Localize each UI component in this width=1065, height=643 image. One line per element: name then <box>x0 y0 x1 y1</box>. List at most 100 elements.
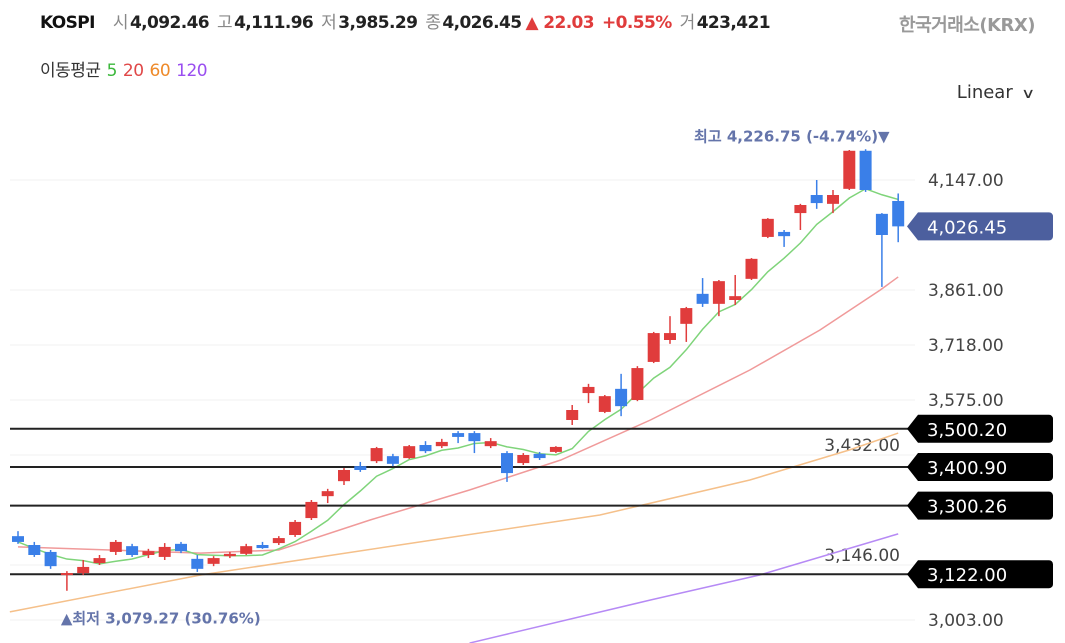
scale-label: Linear <box>956 82 1013 103</box>
candle <box>452 431 465 444</box>
candle <box>892 193 905 243</box>
candle <box>321 488 334 504</box>
y-tick-label: 3,003.00 <box>928 611 1004 631</box>
candle <box>729 275 742 305</box>
change-value: ▲ 22.03 <box>525 13 595 33</box>
y-tick-label: 3,146.00 <box>824 546 900 566</box>
candle <box>647 331 660 364</box>
candle-body <box>240 546 253 554</box>
ma120-toggle[interactable]: 120 <box>176 61 208 81</box>
open-label: 시 <box>112 13 129 33</box>
price-line-tag-label: 3,122.00 <box>927 565 1007 586</box>
low-label: 저 <box>321 13 337 33</box>
ma120-line <box>469 533 899 643</box>
candle-body <box>223 553 236 557</box>
candle <box>794 203 807 230</box>
candle-body <box>778 231 791 237</box>
candle <box>419 441 432 454</box>
candle-body <box>598 396 611 412</box>
candle <box>549 446 562 454</box>
price-line-tag-label: 3,500.20 <box>927 420 1007 441</box>
ma5-line <box>17 187 899 565</box>
moving-average-legend: 이동평균 5 20 60 120 <box>40 56 213 81</box>
candle <box>484 438 497 449</box>
change-percent: +0.55% <box>602 13 672 33</box>
ma5-toggle[interactable]: 5 <box>106 61 118 81</box>
exchange-name: 한국거래소(KRX) <box>899 15 1035 36</box>
candle <box>240 543 253 555</box>
ma20-line <box>17 276 899 554</box>
candle-body <box>338 470 350 482</box>
candle-body <box>403 446 416 459</box>
ma60-line <box>9 432 899 613</box>
candle <box>778 230 791 247</box>
candle-body <box>93 558 106 564</box>
candle-body <box>859 150 872 190</box>
candle <box>207 556 220 567</box>
candle-body <box>875 213 888 235</box>
candle <box>289 520 302 537</box>
candle-body <box>60 573 73 576</box>
candle <box>403 445 416 459</box>
candle-body <box>28 545 41 555</box>
low-value: 3,985.29 <box>338 13 418 33</box>
y-tick-label: 3,861.00 <box>928 281 1004 301</box>
candle <box>680 306 693 342</box>
candle <box>761 218 774 239</box>
candle-body <box>142 551 155 555</box>
candle <box>631 366 644 402</box>
candle <box>142 548 155 559</box>
candle <box>435 438 448 449</box>
candle <box>370 446 383 464</box>
candle <box>256 541 269 549</box>
candle-body <box>370 448 383 462</box>
candle-body <box>549 446 562 452</box>
current-price-tag-label: 4,026.45 <box>927 217 1007 238</box>
candle <box>158 543 171 560</box>
candle-body <box>615 388 628 407</box>
candle-body <box>566 410 579 420</box>
price-line-tag: 3,122.00 <box>907 560 1053 589</box>
candle-body <box>419 445 432 452</box>
candle-body <box>582 386 595 394</box>
candle <box>598 395 611 414</box>
candle-body <box>272 538 285 544</box>
candle <box>533 451 546 460</box>
candle <box>827 190 839 214</box>
candle <box>664 316 676 344</box>
candle-body <box>843 150 856 189</box>
high-value: 4,111.96 <box>234 13 314 33</box>
candle-body <box>321 491 334 497</box>
candle-body <box>289 521 302 535</box>
candle-body <box>501 453 513 474</box>
ma60-toggle[interactable]: 60 <box>149 61 171 81</box>
min-price-annotation: ▲최저 3,079.27 (30.76%) <box>61 610 261 628</box>
high-label: 고 <box>217 13 233 33</box>
candle <box>126 543 139 557</box>
candle-body <box>256 545 269 549</box>
ma20-toggle[interactable]: 20 <box>122 61 144 81</box>
candle <box>175 541 187 554</box>
price-line-tag-shape <box>907 491 1053 520</box>
volume-label: 거 <box>679 13 696 33</box>
candle-body <box>647 333 660 362</box>
candle <box>859 149 872 192</box>
candle <box>60 571 73 591</box>
moving-average-label: 이동평균 <box>40 61 101 81</box>
close-label: 종 <box>425 13 441 33</box>
open-value: 4,092.46 <box>129 13 210 33</box>
candle-body <box>435 441 448 447</box>
symbol: KOSPI <box>40 13 95 33</box>
scale-dropdown[interactable]: Linear ∨ <box>956 82 1035 103</box>
price-line-tag: 3,300.26 <box>907 491 1053 520</box>
price-line-tag-label: 3,300.26 <box>927 497 1007 518</box>
price-line-tag: 3,400.90 <box>907 452 1053 481</box>
candle <box>696 278 709 307</box>
candle-body <box>305 501 318 519</box>
candle <box>810 180 823 209</box>
candle-body <box>12 536 24 542</box>
candle-body <box>761 218 774 237</box>
candle <box>191 555 204 572</box>
candle-body <box>533 453 546 459</box>
